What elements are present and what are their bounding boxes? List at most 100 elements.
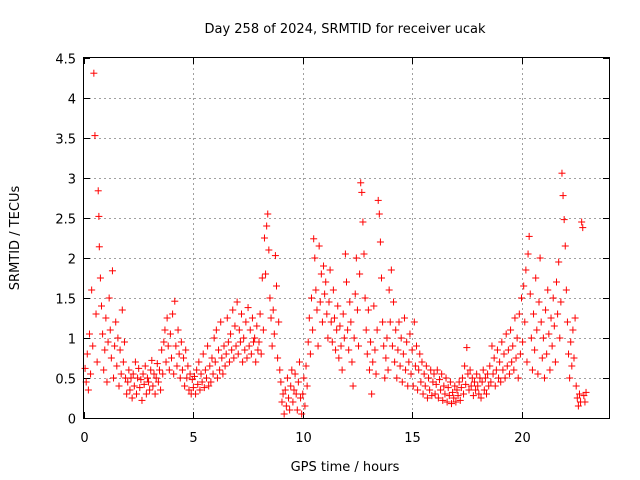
data-point bbox=[423, 394, 431, 402]
data-point bbox=[305, 314, 313, 322]
data-point bbox=[581, 398, 589, 406]
data-point bbox=[98, 302, 105, 310]
data-point bbox=[236, 338, 244, 346]
data-point bbox=[451, 382, 459, 390]
x-tick-label: 10 bbox=[295, 431, 312, 446]
data-point bbox=[492, 366, 500, 374]
data-point bbox=[118, 306, 126, 314]
data-point bbox=[310, 235, 318, 243]
data-point bbox=[384, 366, 392, 374]
data-point bbox=[480, 386, 488, 394]
data-point bbox=[512, 354, 520, 362]
data-point bbox=[431, 390, 439, 398]
data-point bbox=[130, 382, 138, 390]
data-point bbox=[211, 358, 219, 366]
data-point bbox=[173, 362, 181, 370]
data-point bbox=[511, 314, 519, 322]
data-point bbox=[344, 326, 352, 334]
data-point bbox=[341, 250, 349, 258]
data-point bbox=[219, 370, 227, 378]
data-point bbox=[329, 286, 337, 294]
data-point bbox=[337, 342, 345, 350]
data-point bbox=[425, 374, 433, 382]
data-point bbox=[457, 384, 465, 392]
data-point bbox=[273, 282, 280, 290]
data-point bbox=[298, 410, 306, 418]
data-point bbox=[390, 298, 398, 306]
data-point bbox=[177, 338, 185, 346]
data-point bbox=[495, 374, 503, 382]
data-point bbox=[351, 290, 359, 298]
data-point bbox=[85, 330, 93, 338]
data-point bbox=[543, 350, 551, 358]
data-point bbox=[291, 370, 299, 378]
data-point bbox=[370, 302, 378, 310]
data-point bbox=[198, 378, 206, 386]
data-point bbox=[102, 314, 110, 322]
y-tick-label: 1.5 bbox=[55, 293, 76, 308]
data-point bbox=[523, 358, 531, 366]
data-point bbox=[574, 402, 582, 410]
data-point bbox=[227, 330, 235, 338]
data-point bbox=[573, 394, 581, 402]
data-point bbox=[565, 350, 573, 358]
data-point bbox=[501, 374, 509, 382]
data-point bbox=[172, 342, 180, 350]
data-point bbox=[168, 354, 175, 362]
data-point bbox=[312, 286, 320, 294]
data-point bbox=[83, 350, 91, 358]
data-point bbox=[418, 358, 426, 366]
data-point bbox=[388, 342, 396, 350]
data-point bbox=[224, 338, 232, 346]
data-point bbox=[247, 350, 255, 358]
data-point bbox=[106, 326, 114, 334]
data-point bbox=[558, 169, 566, 177]
data-point bbox=[343, 278, 350, 286]
data-point bbox=[446, 378, 454, 386]
data-point bbox=[293, 406, 301, 414]
data-point bbox=[252, 358, 260, 366]
data-point bbox=[155, 366, 163, 374]
data-point bbox=[123, 390, 131, 398]
data-point bbox=[481, 374, 489, 382]
data-point bbox=[361, 294, 369, 302]
data-point bbox=[282, 402, 290, 410]
plot-frame bbox=[83, 57, 610, 419]
data-point bbox=[578, 218, 586, 226]
data-point bbox=[87, 370, 95, 378]
data-point bbox=[372, 370, 380, 378]
data-point bbox=[348, 358, 356, 366]
data-point bbox=[379, 318, 387, 326]
y-tick-label: 0 bbox=[68, 413, 76, 428]
data-point bbox=[352, 254, 360, 262]
data-point bbox=[525, 232, 533, 240]
data-point bbox=[280, 410, 288, 418]
data-point bbox=[334, 302, 342, 310]
data-point bbox=[469, 392, 477, 400]
data-point bbox=[435, 376, 443, 384]
data-point bbox=[474, 382, 482, 390]
data-point bbox=[143, 374, 151, 382]
data-point bbox=[119, 358, 127, 366]
data-point bbox=[181, 382, 189, 390]
data-point bbox=[554, 310, 562, 318]
data-point bbox=[304, 338, 312, 346]
data-point bbox=[430, 370, 438, 378]
data-point bbox=[232, 342, 240, 350]
data-point bbox=[95, 212, 103, 220]
data-point bbox=[180, 354, 188, 362]
data-point bbox=[276, 366, 284, 374]
data-point bbox=[183, 374, 191, 382]
data-point bbox=[520, 282, 528, 290]
data-point bbox=[115, 382, 123, 390]
data-point bbox=[220, 342, 228, 350]
data-point bbox=[230, 354, 238, 362]
data-point bbox=[229, 306, 237, 314]
data-point bbox=[569, 326, 577, 334]
data-point bbox=[275, 318, 283, 326]
data-point bbox=[502, 330, 510, 338]
data-point bbox=[84, 386, 92, 394]
data-point bbox=[467, 382, 475, 390]
data-point bbox=[560, 216, 568, 224]
data-point bbox=[145, 378, 153, 386]
